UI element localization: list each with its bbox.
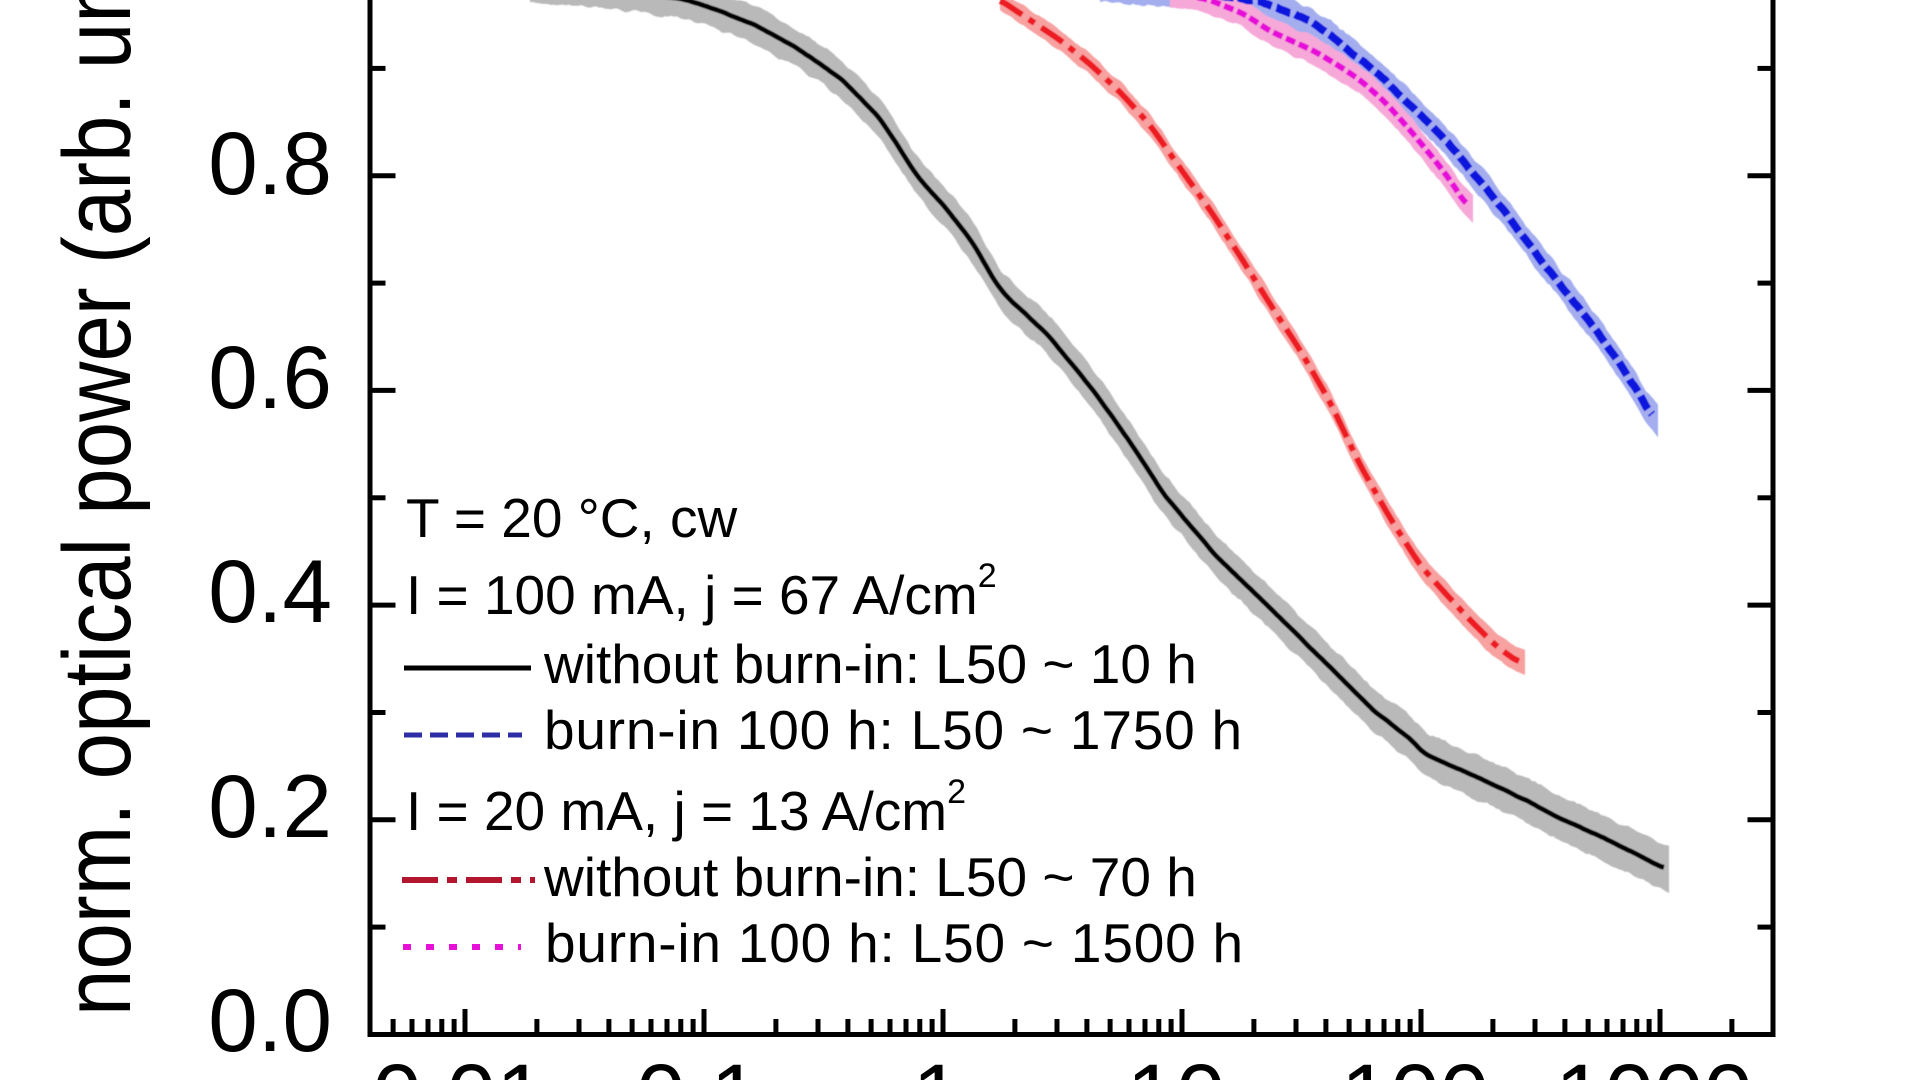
svg-text:burn-in 100 h: L50 ~ 1500 h: burn-in 100 h: L50 ~ 1500 h [545,912,1244,974]
svg-text:0.6: 0.6 [208,327,332,427]
svg-text:1000: 1000 [1555,1045,1753,1080]
svg-text:I = 100 mA, j = 67 A/cm2: I = 100 mA, j = 67 A/cm2 [406,557,997,626]
svg-text:norm. optical power (arb. unit: norm. optical power (arb. units) [45,0,152,1016]
svg-text:0.4: 0.4 [208,541,332,641]
svg-text:100: 100 [1341,1045,1490,1080]
svg-text:0.2: 0.2 [208,756,332,856]
svg-text:0.1: 0.1 [636,1045,760,1080]
svg-text:without burn-in: L50 ~ 10 h: without burn-in: L50 ~ 10 h [543,633,1197,695]
svg-text:T = 20 °C, cw: T = 20 °C, cw [406,487,738,549]
svg-text:burn-in 100 h: L50 ~ 1750 h: burn-in 100 h: L50 ~ 1750 h [544,699,1243,761]
svg-text:1: 1 [912,1045,962,1080]
svg-text:10: 10 [1127,1045,1226,1080]
svg-text:I = 20 mA, j = 13 A/cm2: I = 20 mA, j = 13 A/cm2 [406,773,966,842]
svg-text:without burn-in: L50 ~ 70 h: without burn-in: L50 ~ 70 h [543,846,1197,908]
svg-text:0.01: 0.01 [372,1045,545,1080]
svg-text:0.0: 0.0 [208,970,332,1070]
svg-text:0.8: 0.8 [208,113,332,213]
